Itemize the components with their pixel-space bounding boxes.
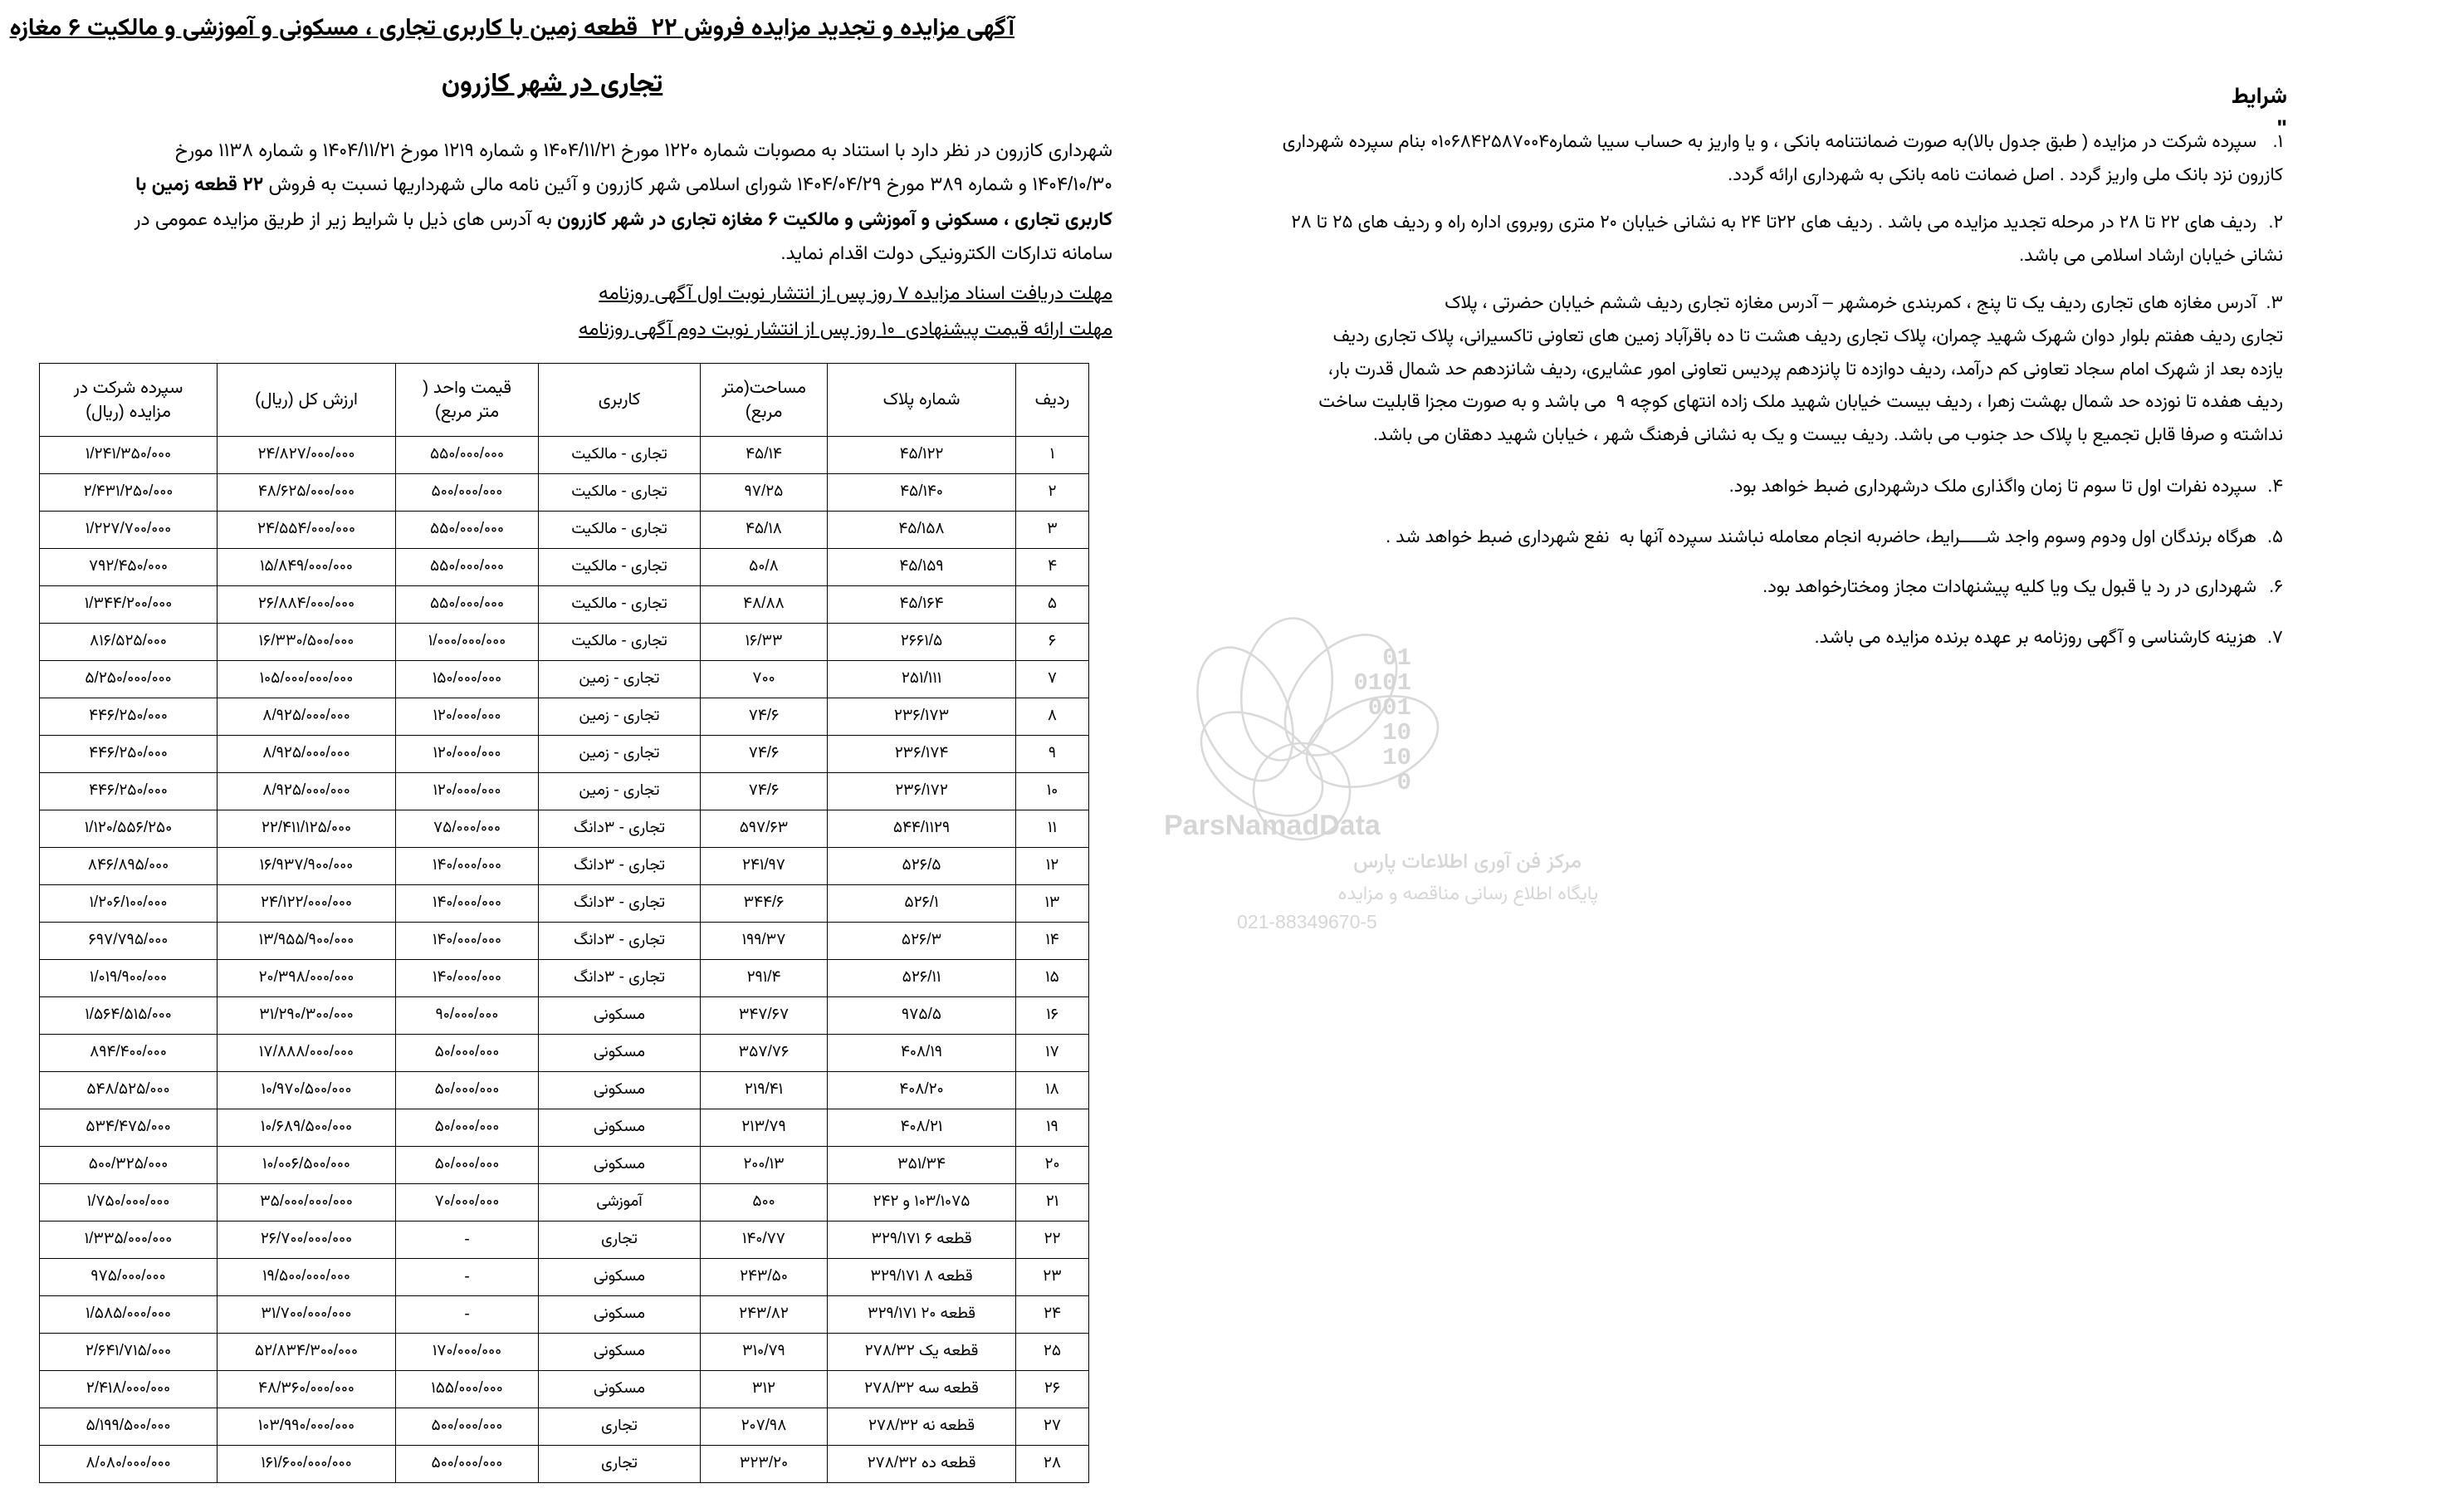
svg-text:001: 001 xyxy=(1368,694,1411,722)
svg-text:01: 01 xyxy=(1382,644,1411,672)
svg-text:0: 0 xyxy=(1397,769,1411,796)
svg-text:10: 10 xyxy=(1382,744,1411,771)
svg-text:0101: 0101 xyxy=(1353,669,1411,697)
svg-text:10: 10 xyxy=(1382,719,1411,747)
